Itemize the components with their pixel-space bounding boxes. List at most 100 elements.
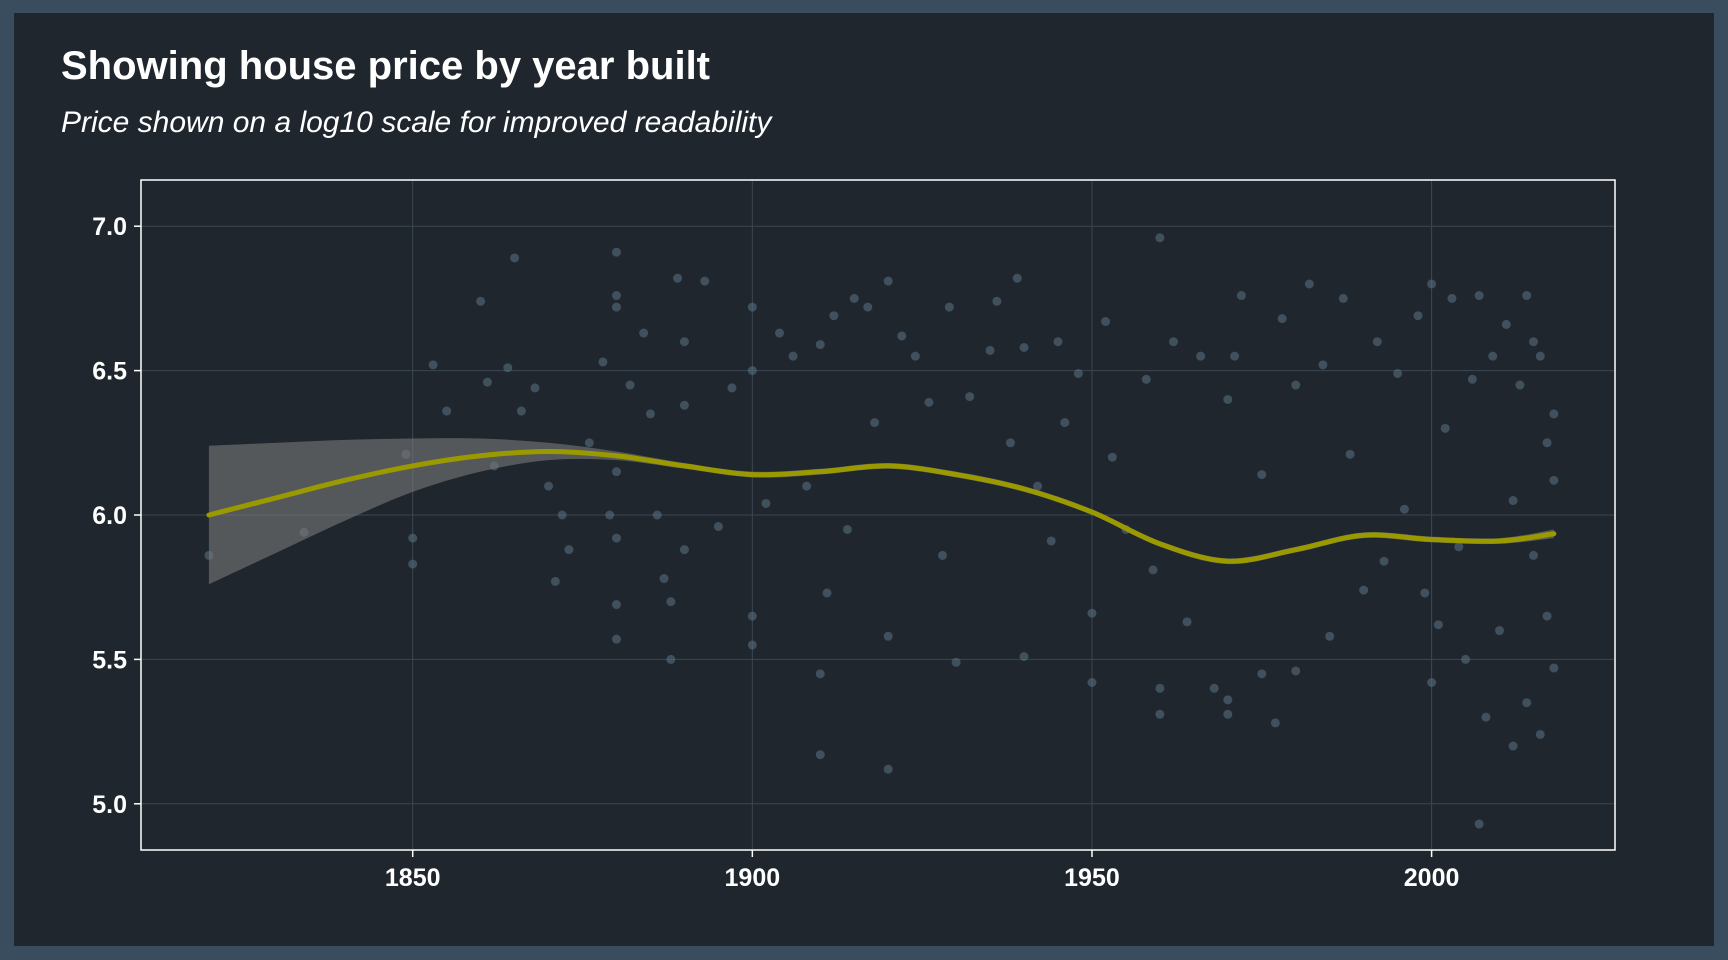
data-point [1325, 631, 1335, 641]
data-point [679, 545, 689, 555]
data-point [1230, 351, 1240, 361]
data-point [1345, 449, 1355, 459]
data-point [1168, 337, 1178, 347]
data-point [1209, 683, 1219, 693]
data-point [1019, 652, 1029, 662]
data-point [713, 522, 723, 532]
data-point [1291, 380, 1301, 390]
data-point [1393, 368, 1403, 378]
data-point [1236, 291, 1246, 301]
data-point [408, 559, 418, 569]
data-point [1427, 279, 1437, 289]
data-point [747, 640, 757, 650]
data-point [1223, 394, 1233, 404]
data-point [1033, 481, 1043, 491]
data-point [1019, 343, 1029, 352]
data-point [1141, 374, 1151, 384]
chart-title: Showing house price by year built [61, 44, 711, 88]
data-point [639, 328, 649, 338]
data-point [1223, 709, 1233, 719]
data-point [1277, 314, 1287, 324]
data-point [1359, 585, 1369, 595]
data-point [815, 750, 825, 760]
data-point [1073, 368, 1083, 378]
data-point [1046, 536, 1056, 546]
data-point [442, 406, 452, 416]
data-point [605, 510, 615, 520]
data-point [747, 366, 757, 376]
data-point [1420, 588, 1430, 598]
data-point [1182, 617, 1192, 627]
data-point [584, 438, 594, 448]
data-point [530, 383, 540, 393]
data-point [924, 397, 934, 407]
data-point [965, 392, 975, 402]
data-point [679, 400, 689, 410]
data-point [666, 654, 676, 664]
data-point [815, 669, 825, 679]
data-point [652, 510, 662, 520]
data-point [1257, 470, 1267, 480]
data-point [775, 328, 785, 338]
data-point [1508, 496, 1518, 506]
data-point [863, 302, 873, 312]
data-point [1087, 608, 1097, 618]
data-point [598, 357, 608, 367]
data-point [611, 600, 621, 610]
data-point [802, 481, 812, 491]
data-point [1379, 556, 1389, 566]
data-point [727, 383, 737, 393]
data-point [938, 550, 948, 560]
data-point [747, 611, 757, 621]
x-tick-label: 1900 [725, 864, 781, 892]
data-point [883, 276, 893, 286]
data-point [408, 533, 418, 543]
data-point [842, 524, 852, 534]
data-point [1318, 360, 1328, 370]
data-point [1481, 712, 1491, 722]
smooth-line-layer [206, 448, 1557, 564]
data-point [1461, 654, 1471, 664]
data-point [611, 634, 621, 644]
y-tick-label: 5.5 [92, 646, 127, 674]
chart-subtitle: Price shown on a log10 scale for improve… [61, 106, 772, 139]
data-point [1440, 423, 1450, 433]
y-tick-label: 6.5 [92, 358, 127, 386]
smooth-trend-line [206, 448, 1557, 564]
data-point [1087, 678, 1097, 687]
data-point [611, 467, 621, 477]
data-point [1223, 695, 1233, 705]
data-point [1060, 418, 1070, 428]
data-point [516, 406, 526, 416]
data-point [992, 296, 1002, 306]
data-point [1542, 438, 1552, 448]
data-point [1488, 351, 1498, 361]
data-point [1257, 669, 1267, 679]
data-point [1535, 729, 1545, 739]
data-point [482, 377, 492, 387]
data-point [611, 247, 621, 257]
data-point [761, 498, 771, 508]
data-point [1528, 337, 1538, 347]
data-point [673, 273, 683, 283]
data-point [1501, 319, 1511, 329]
data-point [822, 588, 832, 598]
axes: 1850 1900 1950 2000 5.0 5.5 6.0 6.5 7.0 [92, 213, 1459, 892]
data-point [1495, 626, 1505, 636]
y-tick-label: 6.0 [92, 502, 127, 530]
data-point [1522, 291, 1532, 301]
data-point [1508, 741, 1518, 751]
x-tick-label: 1850 [385, 864, 441, 892]
data-point [788, 351, 798, 361]
data-point [1542, 611, 1552, 621]
data-point [1304, 279, 1314, 289]
data-point [1549, 409, 1559, 419]
data-point [1535, 351, 1545, 361]
data-point [550, 576, 560, 586]
data-point [1155, 683, 1165, 693]
data-point [1549, 475, 1559, 485]
data-point [700, 276, 710, 286]
data-point [428, 360, 438, 370]
data-point [1372, 337, 1382, 347]
data-point [1270, 718, 1280, 728]
